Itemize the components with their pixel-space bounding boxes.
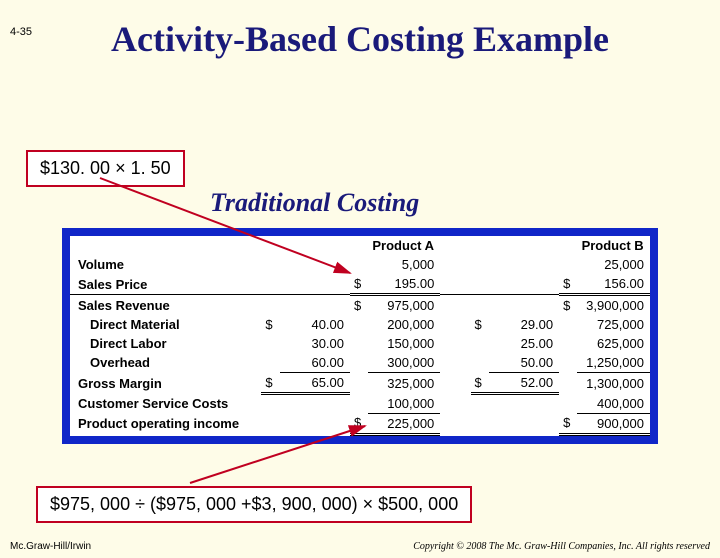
val-dl-a: 150,000 <box>368 334 440 353</box>
label-poi: Product operating income <box>70 413 261 434</box>
val-volume-a: 5,000 <box>368 255 440 274</box>
cur-dm-b: $ <box>471 315 489 334</box>
sub-dl-a: 30.00 <box>280 334 351 353</box>
val-poi-a: 225,000 <box>368 413 440 434</box>
sub-dm-b: 29.00 <box>489 315 560 334</box>
callout-formula-bottom: $975, 000 ÷ ($975, 000 +$3, 900, 000) × … <box>36 486 472 523</box>
row-direct-material: Direct Material $40.00 200,000 $29.00 72… <box>70 315 650 334</box>
label-dl: Direct Labor <box>70 334 261 353</box>
label-dm: Direct Material <box>70 315 261 334</box>
footer-publisher: Mc.Graw-Hill/Irwin <box>10 541 91 552</box>
col-header-a: Product A <box>368 236 440 255</box>
row-product-operating-income: Product operating income $225,000 $900,0… <box>70 413 650 434</box>
val-dm-a: 200,000 <box>368 315 440 334</box>
val-sr-b: 3,900,000 <box>577 296 650 315</box>
row-customer-service: Customer Service Costs 100,000 400,000 <box>70 394 650 414</box>
cur-sr-b: $ <box>559 296 577 315</box>
cur-dm-a: $ <box>261 315 279 334</box>
costing-table: Product A Product B Volume 5,000 25,000 … <box>70 236 650 436</box>
sub-dl-b: 25.00 <box>489 334 560 353</box>
page-title: Activity-Based Costing Example <box>0 18 720 60</box>
table-header-row: Product A Product B <box>70 236 650 255</box>
cur-poi-a: $ <box>350 413 368 434</box>
cur-sp-a: $ <box>350 274 368 295</box>
label-volume: Volume <box>70 255 261 274</box>
val-gm-a: 325,000 <box>368 373 440 394</box>
costing-table-frame: Product A Product B Volume 5,000 25,000 … <box>62 228 658 444</box>
val-dl-b: 625,000 <box>577 334 650 353</box>
row-sales-price: Sales Price $195.00 $156.00 <box>70 274 650 295</box>
col-header-b: Product B <box>577 236 650 255</box>
val-csc-b: 400,000 <box>577 394 650 414</box>
section-subtitle: Traditional Costing <box>210 188 419 218</box>
val-csc-a: 100,000 <box>368 394 440 414</box>
sub-oh-b: 50.00 <box>489 353 560 373</box>
cur-sp-b: $ <box>559 274 577 295</box>
row-sales-revenue: Sales Revenue $975,000 $3,900,000 <box>70 296 650 315</box>
val-oh-b: 1,250,000 <box>577 353 650 373</box>
val-oh-a: 300,000 <box>368 353 440 373</box>
cur-gm-a: $ <box>261 373 279 394</box>
sub-dm-a: 40.00 <box>280 315 351 334</box>
slide-number: 4-35 <box>10 26 32 38</box>
val-sp-a: 195.00 <box>368 274 440 295</box>
label-gm: Gross Margin <box>70 373 261 394</box>
sub-gm-b: 52.00 <box>489 373 560 394</box>
cur-poi-b: $ <box>559 413 577 434</box>
footer-copyright: Copyright © 2008 The Mc. Graw-Hill Compa… <box>413 541 710 552</box>
sub-gm-a: 65.00 <box>280 373 351 394</box>
row-direct-labor: Direct Labor 30.00 150,000 25.00 625,000 <box>70 334 650 353</box>
sub-oh-a: 60.00 <box>280 353 351 373</box>
row-gross-margin: Gross Margin $65.00 325,000 $52.00 1,300… <box>70 373 650 394</box>
cur-sr-a: $ <box>350 296 368 315</box>
val-gm-b: 1,300,000 <box>577 373 650 394</box>
val-sp-b: 156.00 <box>577 274 650 295</box>
row-volume: Volume 5,000 25,000 <box>70 255 650 274</box>
val-dm-b: 725,000 <box>577 315 650 334</box>
val-sr-a: 975,000 <box>368 296 440 315</box>
label-sales-price: Sales Price <box>70 274 261 295</box>
cur-gm-b: $ <box>471 373 489 394</box>
row-overhead: Overhead 60.00 300,000 50.00 1,250,000 <box>70 353 650 373</box>
label-oh: Overhead <box>70 353 261 373</box>
val-poi-b: 900,000 <box>577 413 650 434</box>
val-volume-b: 25,000 <box>577 255 650 274</box>
callout-formula-top: $130. 00 × 1. 50 <box>26 150 185 187</box>
label-csc: Customer Service Costs <box>70 394 261 414</box>
label-sr: Sales Revenue <box>70 296 261 315</box>
